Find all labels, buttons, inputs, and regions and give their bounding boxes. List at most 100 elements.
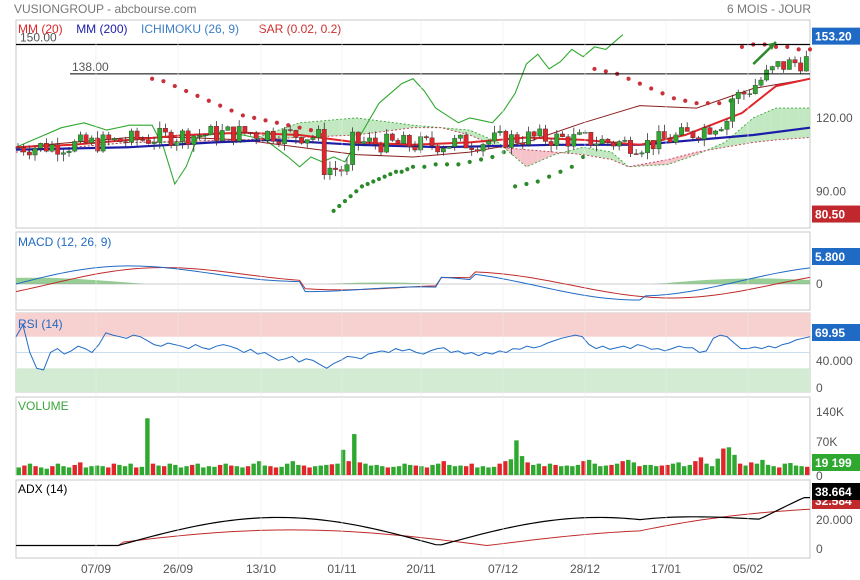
volume-bar: [480, 466, 486, 475]
volume-bar: [150, 463, 156, 475]
volume-tick-0: 0: [816, 469, 823, 483]
x-tick-label: 28/12: [570, 562, 600, 576]
candle-down: [146, 139, 151, 144]
sar-dot: [671, 96, 676, 101]
sar-dot: [683, 98, 688, 103]
candle-down: [168, 131, 174, 146]
adx-badge-bg: [812, 483, 860, 500]
sar-dot: [274, 120, 279, 125]
candle-down: [26, 151, 32, 156]
ichimoku-cloud-segment: [787, 108, 793, 140]
candle-up: [157, 128, 163, 143]
candle-down: [270, 130, 276, 142]
candle-down: [123, 141, 129, 144]
candle-up: [180, 130, 185, 142]
last-price-badge: 153.20: [815, 30, 852, 44]
volume-bar: [178, 467, 184, 475]
candle-up: [350, 131, 356, 165]
sar-dot: [354, 189, 359, 194]
candle-down: [293, 130, 299, 138]
volume-bar: [262, 465, 268, 475]
volume-bar: [687, 464, 692, 475]
candle-down: [690, 131, 696, 138]
sar-dot: [773, 44, 779, 50]
volume-bar: [503, 461, 508, 475]
volume-bar: [156, 465, 161, 475]
volume-bar: [251, 463, 256, 475]
sar-dot: [603, 69, 608, 74]
volume-bar: [704, 463, 709, 475]
candle-up: [497, 130, 503, 134]
ichimoku-cloud-segment: [367, 119, 374, 134]
volume-bar: [307, 467, 312, 475]
candle-down: [389, 133, 395, 141]
candle-down: [338, 169, 344, 172]
trend-arrow-head: [767, 42, 776, 51]
candle-down: [543, 128, 548, 142]
volume-bar: [195, 463, 200, 475]
sar-dot: [467, 159, 472, 165]
volume-bar: [111, 463, 117, 475]
sar-dot: [297, 125, 302, 130]
candle-down: [503, 130, 509, 148]
volume-bar: [374, 464, 379, 475]
volume-bar: [257, 461, 262, 475]
ichimoku-cloud-segment: [327, 119, 334, 137]
ichimoku-cloud-segment: [299, 122, 306, 138]
volume-bar: [782, 463, 788, 475]
volume-bar: [94, 465, 100, 475]
sar-dot: [410, 164, 416, 169]
ichimoku-cloud-segment: [537, 150, 544, 162]
ichimoku-cloud-segment: [350, 117, 357, 136]
period-label: 6 MOIS - JOUR: [727, 2, 811, 16]
volume-bar: [44, 468, 49, 475]
candle-up: [764, 69, 770, 81]
volume-bar: [391, 466, 396, 475]
volume-bar: [475, 467, 480, 475]
candle-down: [21, 147, 27, 153]
candle-up: [679, 127, 684, 136]
ichimoku-cloud-segment: [611, 152, 618, 162]
candle-down: [214, 126, 219, 141]
candle-up: [225, 126, 231, 131]
candle-down: [406, 135, 412, 147]
volume-bar: [654, 466, 659, 475]
candle-down: [355, 131, 361, 144]
candle-down: [628, 139, 633, 154]
volume-bar: [799, 466, 804, 475]
ichimoku-cloud-segment: [702, 149, 708, 153]
panel-frame-price: [15, 19, 811, 229]
volume-bar: [184, 466, 189, 475]
volume-bar: [329, 464, 335, 475]
sar-dot: [660, 91, 665, 96]
price-tick-label: 120.00: [816, 111, 853, 125]
volume-bar: [27, 463, 33, 475]
sar-dot: [785, 44, 790, 50]
ichimoku-cloud-segment: [724, 137, 731, 148]
candle-up: [174, 141, 180, 146]
volume-bar: [268, 466, 273, 475]
volume-bar: [765, 464, 771, 475]
candle-up: [191, 135, 197, 145]
sar-dot: [229, 108, 234, 113]
candle-up: [594, 143, 599, 146]
volume-bar: [519, 456, 525, 475]
candle-up: [724, 121, 730, 130]
adx-title: ADX (14): [18, 482, 67, 496]
sar-dot: [512, 184, 518, 189]
volume-bar: [368, 465, 374, 475]
ichimoku-cloud-segment: [378, 120, 385, 133]
ichimoku-cloud-segment: [515, 148, 521, 162]
candle-up: [758, 79, 764, 86]
candle-down: [43, 142, 49, 152]
sar-dot: [388, 172, 393, 177]
candle-up: [747, 93, 753, 95]
candle-down: [707, 127, 713, 135]
sar-dot: [286, 123, 291, 128]
candle-up: [599, 138, 605, 145]
sar-dot: [569, 164, 574, 169]
volume-bar: [100, 466, 105, 475]
candle-up: [554, 133, 560, 147]
volume-bar: [709, 466, 715, 475]
